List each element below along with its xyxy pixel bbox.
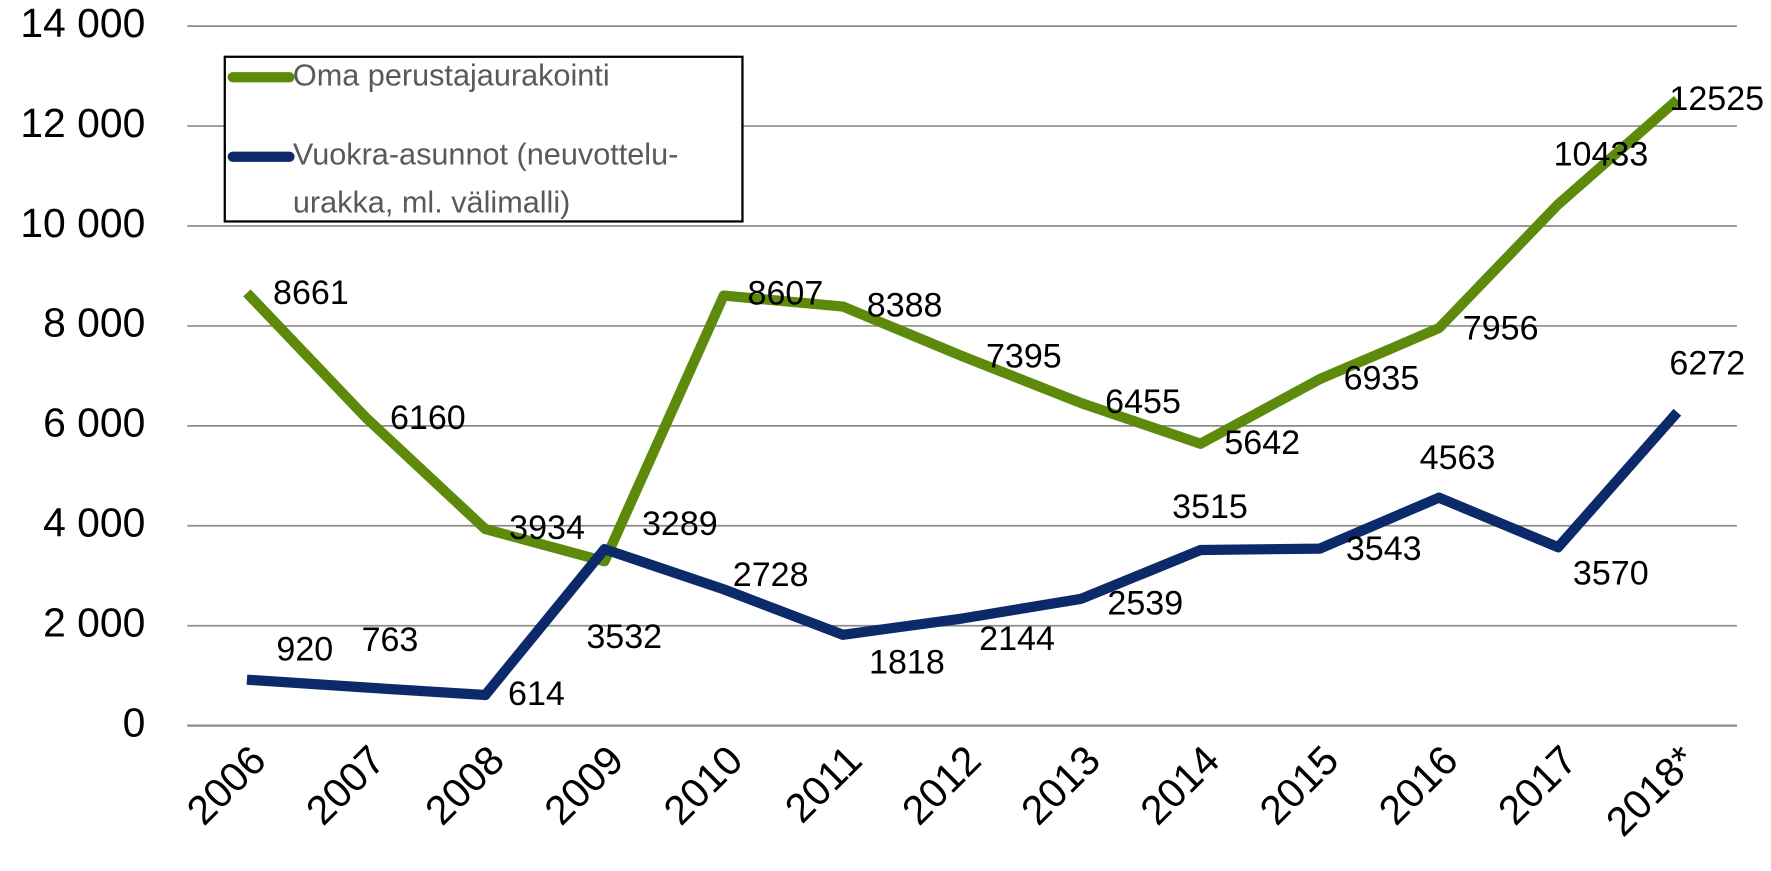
data-label: 12525 xyxy=(1669,80,1764,118)
data-label: 3515 xyxy=(1172,488,1248,526)
data-label: 7956 xyxy=(1463,309,1539,347)
data-label: 3289 xyxy=(642,505,718,543)
data-label: 1818 xyxy=(869,643,945,681)
y-tick-label: 14 000 xyxy=(20,0,145,46)
y-tick-label: 4 000 xyxy=(43,500,145,546)
x-tick-label: 2017 xyxy=(1489,737,1586,834)
x-tick-label: 2007 xyxy=(297,737,394,834)
x-tick-label: 2012 xyxy=(893,737,990,834)
data-label: 920 xyxy=(276,630,333,668)
x-tick-label: 2011 xyxy=(776,737,871,832)
data-label: 6455 xyxy=(1105,383,1181,421)
x-tick-label: 2009 xyxy=(535,737,632,834)
data-label: 2539 xyxy=(1107,585,1183,623)
data-label: 4563 xyxy=(1420,439,1496,477)
x-tick-label: 2018* xyxy=(1597,737,1705,845)
data-label: 614 xyxy=(508,675,565,713)
y-tick-label: 12 000 xyxy=(20,100,145,146)
data-label: 3570 xyxy=(1573,555,1649,593)
data-label: 6272 xyxy=(1669,345,1745,383)
y-tick-label: 6 000 xyxy=(43,400,145,446)
series-line xyxy=(243,95,1681,567)
data-label: 3532 xyxy=(586,618,662,656)
data-label: 3543 xyxy=(1346,530,1422,568)
y-tick-label: 2 000 xyxy=(43,600,145,646)
y-tick-label: 10 000 xyxy=(20,200,145,246)
data-label: 3934 xyxy=(509,509,585,547)
data-label: 10433 xyxy=(1554,136,1649,174)
data-label: 5642 xyxy=(1224,424,1300,462)
y-tick-label: 0 xyxy=(123,699,146,745)
legend-label: Oma perustajaurakointi xyxy=(293,58,610,92)
data-label: 8661 xyxy=(273,274,349,312)
data-label: 8388 xyxy=(867,287,943,325)
x-tick-label: 2010 xyxy=(655,737,752,834)
legend-label: Vuokra-asunnot (neuvottelu-urakka, ml. v… xyxy=(293,138,678,220)
data-label: 8607 xyxy=(748,275,824,313)
data-label: 2728 xyxy=(733,556,809,594)
x-tick-label: 2006 xyxy=(178,737,275,834)
x-tick-label: 2013 xyxy=(1012,737,1109,834)
data-label: 2144 xyxy=(979,620,1055,658)
x-tick-label: 2015 xyxy=(1251,737,1348,834)
x-tick-label: 2016 xyxy=(1370,737,1467,834)
x-tick-label: 2014 xyxy=(1131,737,1228,834)
x-tick-label: 2008 xyxy=(416,737,513,834)
data-label: 6160 xyxy=(390,399,466,437)
series-line xyxy=(246,408,1682,701)
data-label: 763 xyxy=(362,621,419,659)
legend-box xyxy=(223,55,744,223)
y-tick-label: 8 000 xyxy=(43,300,145,346)
data-label: 6935 xyxy=(1344,359,1420,397)
data-label: 7395 xyxy=(986,337,1062,375)
